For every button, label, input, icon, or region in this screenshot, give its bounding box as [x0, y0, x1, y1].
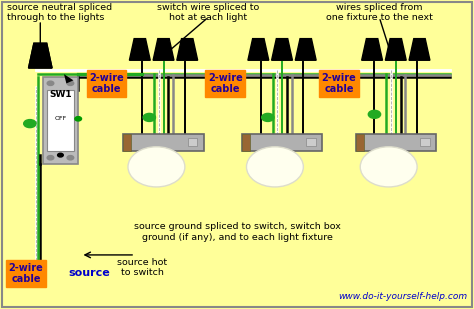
Polygon shape — [153, 39, 174, 60]
Circle shape — [67, 81, 73, 86]
Text: OFF: OFF — [55, 116, 66, 121]
Circle shape — [24, 120, 36, 128]
Polygon shape — [248, 39, 269, 60]
Polygon shape — [272, 39, 292, 60]
Text: 2-wire
cable: 2-wire cable — [208, 73, 243, 94]
Circle shape — [47, 155, 54, 160]
Polygon shape — [129, 39, 150, 60]
Polygon shape — [64, 74, 73, 83]
Text: SW1: SW1 — [49, 90, 72, 99]
Bar — [306, 138, 316, 146]
Bar — [43, 77, 78, 164]
Text: switch wire spliced to
hot at each light: switch wire spliced to hot at each light — [157, 3, 260, 23]
Bar — [420, 138, 429, 146]
Text: 2-wire
cable: 2-wire cable — [321, 73, 356, 94]
Text: 2-wire
cable: 2-wire cable — [9, 263, 44, 284]
Circle shape — [143, 113, 155, 121]
Polygon shape — [28, 43, 52, 68]
Ellipse shape — [128, 147, 185, 187]
Circle shape — [58, 153, 64, 157]
Polygon shape — [295, 39, 316, 60]
Circle shape — [368, 110, 381, 118]
Bar — [356, 133, 436, 150]
Text: www.do-it-yourself-help.com: www.do-it-yourself-help.com — [338, 292, 467, 301]
Bar — [242, 133, 250, 150]
Polygon shape — [177, 39, 198, 60]
Text: wires spliced from
one fixture to the next: wires spliced from one fixture to the ne… — [326, 3, 433, 23]
Bar — [123, 133, 204, 150]
Text: source ground spliced to switch, switch box
ground (if any), and to each light f: source ground spliced to switch, switch … — [134, 222, 340, 242]
Bar — [356, 133, 364, 150]
Ellipse shape — [360, 147, 417, 187]
Circle shape — [75, 116, 82, 121]
Polygon shape — [409, 39, 430, 60]
Circle shape — [262, 113, 274, 121]
Text: source neutral spliced
through to the lights: source neutral spliced through to the li… — [7, 3, 112, 23]
Bar — [47, 90, 74, 151]
Bar — [123, 133, 131, 150]
Ellipse shape — [246, 147, 303, 187]
Polygon shape — [28, 43, 52, 68]
Text: source hot
to switch: source hot to switch — [117, 258, 167, 277]
Polygon shape — [385, 39, 406, 60]
Text: 2-wire
cable: 2-wire cable — [89, 73, 124, 94]
Text: source: source — [69, 269, 110, 278]
Circle shape — [47, 81, 54, 86]
Circle shape — [67, 155, 73, 160]
Bar — [188, 138, 197, 146]
Polygon shape — [362, 39, 383, 60]
Bar — [242, 133, 322, 150]
